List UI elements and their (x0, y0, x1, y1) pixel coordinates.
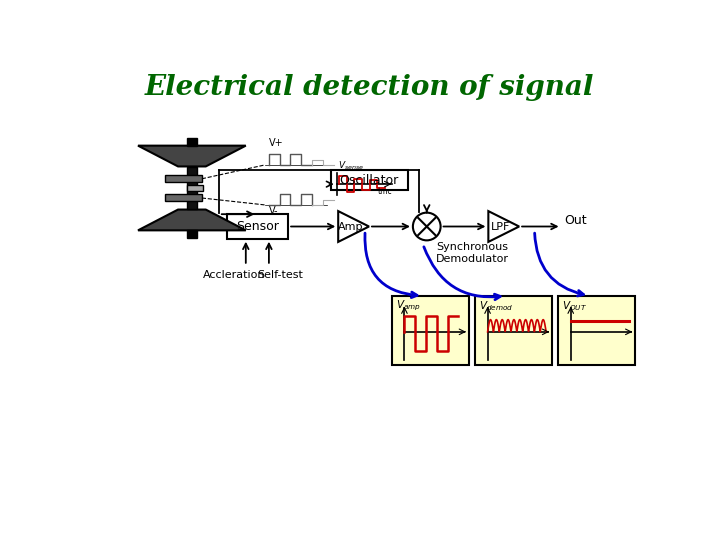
Text: V+: V+ (269, 138, 284, 148)
Text: Electrical detection of signal: Electrical detection of signal (144, 75, 594, 102)
Text: Sensor: Sensor (236, 220, 279, 233)
Text: $V_{demod}$: $V_{demod}$ (479, 299, 513, 313)
Text: LPF: LPF (491, 221, 510, 232)
Text: Self-test: Self-test (258, 269, 303, 280)
Text: Out: Out (564, 214, 586, 227)
Bar (187, 138, 197, 146)
Polygon shape (138, 210, 246, 231)
FancyBboxPatch shape (559, 296, 636, 365)
Text: Oscillator: Oscillator (339, 174, 399, 187)
Text: tmc: tmc (377, 187, 392, 196)
Circle shape (413, 213, 441, 240)
Bar (186, 185, 204, 191)
Polygon shape (338, 211, 369, 242)
Text: Synchronous
Demodulator: Synchronous Demodulator (436, 242, 509, 264)
Text: Amp: Amp (338, 221, 364, 232)
Bar (186, 167, 197, 209)
Text: $V_{OUT}$: $V_{OUT}$ (562, 299, 588, 313)
FancyBboxPatch shape (392, 296, 469, 365)
Text: V-: V- (269, 206, 279, 217)
Bar (165, 194, 202, 201)
Bar (187, 231, 197, 238)
FancyBboxPatch shape (330, 170, 408, 190)
Bar (165, 175, 202, 182)
Text: $V_{amp}$: $V_{amp}$ (396, 299, 420, 313)
Polygon shape (488, 211, 519, 242)
FancyBboxPatch shape (475, 296, 552, 365)
Text: $V_{sense}$: $V_{sense}$ (338, 159, 364, 172)
Text: Accleration: Accleration (203, 269, 266, 280)
Polygon shape (138, 146, 246, 166)
FancyBboxPatch shape (227, 214, 288, 239)
